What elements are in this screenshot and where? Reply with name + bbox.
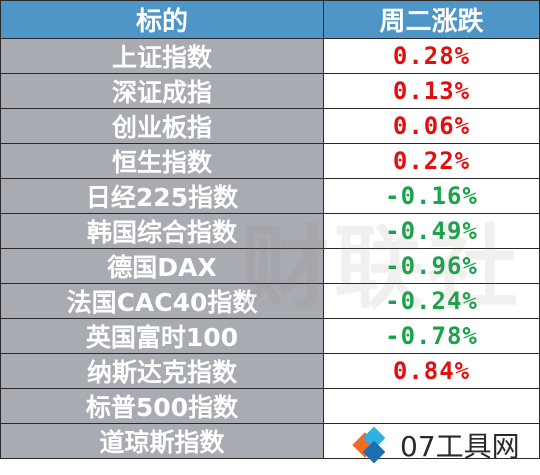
change-value: 0.28% bbox=[324, 39, 540, 74]
change-value: 0.84% bbox=[324, 354, 540, 389]
table-row: 创业板指 0.06% bbox=[0, 109, 540, 144]
table-row: 标普500指数 bbox=[0, 389, 540, 424]
index-name: 德国DAX bbox=[0, 249, 324, 284]
index-name: 英国富时100 bbox=[0, 319, 324, 354]
change-value: -0.24% bbox=[324, 284, 540, 319]
table-row: 德国DAX -0.96% bbox=[0, 249, 540, 284]
table-row: 法国CAC40指数 -0.24% bbox=[0, 284, 540, 319]
table-row: 日经225指数 -0.16% bbox=[0, 179, 540, 214]
index-name: 恒生指数 bbox=[0, 144, 324, 179]
index-name: 上证指数 bbox=[0, 39, 324, 74]
index-name: 日经225指数 bbox=[0, 179, 324, 214]
change-value: -0.78% bbox=[324, 319, 540, 354]
table-row: 恒生指数 0.22% bbox=[0, 144, 540, 179]
logo-text: 07工具网 bbox=[400, 430, 520, 463]
index-name: 深证成指 bbox=[0, 74, 324, 109]
change-value: -0.49% bbox=[324, 214, 540, 249]
index-name: 标普500指数 bbox=[0, 389, 324, 424]
change-value bbox=[324, 389, 540, 424]
change-value: 0.13% bbox=[324, 74, 540, 109]
change-value: -0.96% bbox=[324, 249, 540, 284]
logo-diamond-icon bbox=[352, 426, 390, 464]
index-name: 创业板指 bbox=[0, 109, 324, 144]
change-value: -0.16% bbox=[324, 179, 540, 214]
table-row: 上证指数 0.28% bbox=[0, 39, 540, 74]
table-body: 上证指数 0.28% 深证成指 0.13% 创业板指 0.06% 恒生指数 0.22% 日经22… bbox=[0, 39, 540, 459]
table-row: 英国富时100 -0.78% bbox=[0, 319, 540, 354]
index-name: 韩国综合指数 bbox=[0, 214, 324, 249]
index-name: 法国CAC40指数 bbox=[0, 284, 324, 319]
index-name: 道琼斯指数 bbox=[0, 424, 324, 459]
table-header-row: 标的 周二涨跌 bbox=[0, 1, 540, 39]
index-name: 纳斯达克指数 bbox=[0, 354, 324, 389]
table-row: 纳斯达克指数 0.84% bbox=[0, 354, 540, 389]
header-name: 标的 bbox=[0, 1, 324, 39]
table-row: 韩国综合指数 -0.49% bbox=[0, 214, 540, 249]
change-value: 0.22% bbox=[324, 144, 540, 179]
table-row: 道琼斯指数 bbox=[0, 424, 540, 459]
table-row: 深证成指 0.13% bbox=[0, 74, 540, 109]
change-value: 0.06% bbox=[324, 109, 540, 144]
site-logo: 07工具网 bbox=[352, 420, 540, 470]
header-change: 周二涨跌 bbox=[324, 1, 540, 39]
